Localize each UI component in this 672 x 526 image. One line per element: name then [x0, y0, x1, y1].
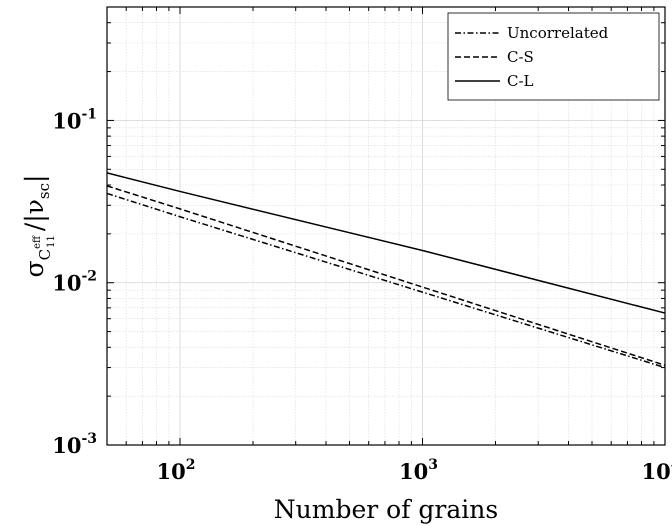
ylabel-sigma: σ [20, 260, 49, 277]
ylabel-sub-sc: sc [35, 183, 53, 199]
y-tick-label: 10-3 [52, 431, 97, 458]
x-tick-label: 104 [642, 457, 672, 484]
ylabel-nu: ν [20, 199, 49, 214]
plot-frame [106, 6, 666, 446]
y-tick-label: 10-2 [52, 269, 97, 296]
y-tick-label: 10-1 [52, 106, 97, 133]
x-axis-title: Number of grains [274, 495, 498, 524]
series-line-uncorrelated [106, 192, 666, 369]
ylabel-slash: /| [20, 214, 50, 231]
series-lines [106, 172, 666, 369]
legend-label: Uncorrelated [507, 24, 609, 42]
legend: Uncorrelated C-S C-L [447, 12, 660, 101]
x-tick-label: 102 [157, 457, 196, 484]
ylabel-sub-c: C [36, 249, 54, 260]
series-line-c-s [106, 185, 666, 366]
axis-ticks: 102 103 104 10-3 10-2 10-1 [52, 6, 672, 484]
ylabel-close: | [20, 175, 50, 183]
y-axis-title: σCeff 11 /|νsc| [20, 175, 57, 278]
series-line-c-l [106, 172, 666, 314]
ylabel-sub-11: 11 [46, 235, 57, 248]
legend-label: C-S [507, 48, 534, 66]
x-tick-label: 103 [399, 457, 438, 484]
legend-label: C-L [507, 72, 534, 90]
ylabel-sup-eff: eff [32, 235, 43, 249]
